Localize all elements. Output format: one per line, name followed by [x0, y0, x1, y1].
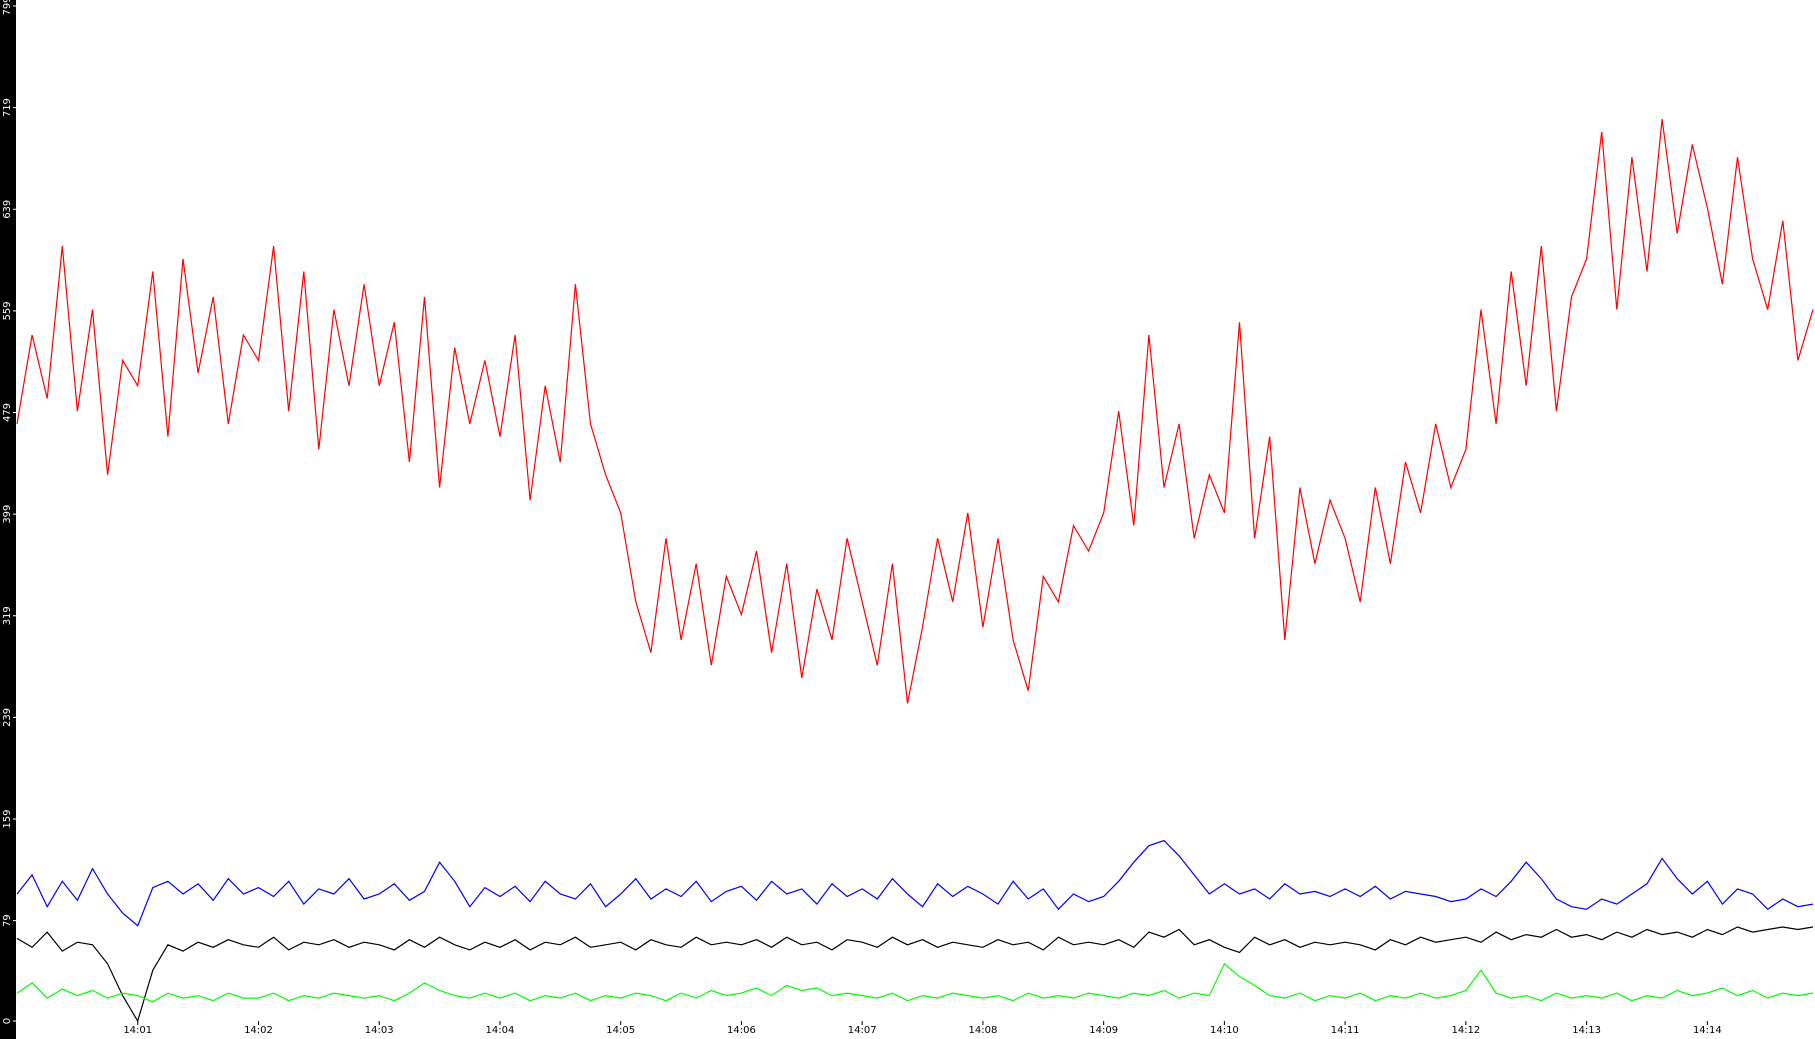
y-tick-label: 799	[2, 0, 13, 16]
series-line	[16, 926, 1814, 1023]
series-line	[16, 839, 1814, 927]
y-tick-label: 719	[2, 98, 13, 117]
x-tick-label: 14:11	[1331, 1025, 1360, 1036]
x-tick-label: 14:13	[1572, 1025, 1601, 1036]
y-tick-label: 159	[2, 809, 13, 828]
series-line	[16, 962, 1814, 1003]
x-tick-label: 14:06	[727, 1025, 756, 1036]
y-tick-label: 79	[2, 914, 13, 927]
x-tick-label: 14:14	[1693, 1025, 1722, 1036]
y-axis-strip	[0, 0, 16, 1039]
series-line	[16, 119, 1814, 704]
x-tick-label: 14:09	[1089, 1025, 1118, 1036]
plot-area	[16, 0, 1815, 1022]
x-tick-label: 14:04	[486, 1025, 515, 1036]
y-tick-label: 239	[2, 708, 13, 727]
y-tick-label: 319	[2, 606, 13, 625]
x-tick-label: 14:08	[969, 1025, 998, 1036]
x-tick-label: 14:02	[244, 1025, 273, 1036]
x-tick-label: 14:03	[365, 1025, 394, 1036]
x-tick-label: 14:05	[606, 1025, 635, 1036]
y-tick-label: 479	[2, 403, 13, 422]
x-tick-label: 14:01	[123, 1025, 152, 1036]
y-tick-label: 399	[2, 505, 13, 524]
x-tick-label: 14:12	[1451, 1025, 1480, 1036]
x-tick-label: 14:10	[1210, 1025, 1239, 1036]
y-tick-label: 639	[2, 200, 13, 219]
x-tick-label: 14:07	[848, 1025, 877, 1036]
y-tick-label: 0	[2, 1018, 13, 1024]
y-tick-label: 559	[2, 301, 13, 320]
